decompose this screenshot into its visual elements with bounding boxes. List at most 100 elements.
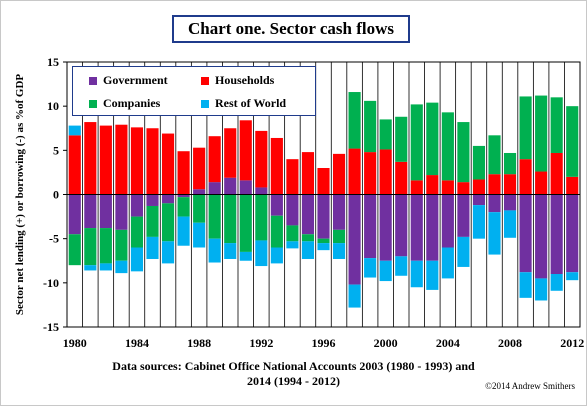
bar-companies-1998 bbox=[348, 92, 361, 149]
x-tick-label: 1992 bbox=[249, 336, 273, 350]
legend: Government Households Companies Rest of … bbox=[72, 66, 316, 116]
bar-companies-1983 bbox=[115, 229, 128, 261]
bar-companies-1995 bbox=[301, 234, 315, 242]
source-note-line-2: 2014 (1994 - 2012) bbox=[247, 374, 340, 388]
chart-title: Chart one. Sector cash flows bbox=[187, 19, 395, 38]
bar-companies-2003 bbox=[426, 102, 439, 176]
bar-rest-of-world-1991 bbox=[239, 251, 252, 261]
bar-government-1981 bbox=[84, 194, 97, 229]
bar-companies-1987 bbox=[177, 197, 190, 217]
bar-households-1982 bbox=[99, 125, 112, 195]
legend-label-companies: Companies bbox=[103, 96, 161, 110]
bar-rest-of-world-2000 bbox=[379, 260, 392, 282]
bar-companies-1981 bbox=[84, 228, 97, 266]
bar-rest-of-world-1982 bbox=[99, 263, 112, 271]
bar-rest-of-world-2012 bbox=[566, 272, 579, 281]
bar-households-1997 bbox=[332, 153, 346, 195]
bar-companies-1999 bbox=[364, 100, 377, 153]
bar-rest-of-world-2004 bbox=[441, 247, 454, 279]
bar-companies-1988 bbox=[193, 194, 206, 223]
bar-companies-2000 bbox=[379, 119, 392, 150]
bar-companies-1992 bbox=[255, 194, 268, 241]
bar-companies-1994 bbox=[286, 225, 299, 242]
bar-companies-2004 bbox=[441, 112, 454, 181]
bar-government-1988 bbox=[193, 189, 206, 195]
bar-rest-of-world-2005 bbox=[457, 236, 470, 267]
bar-households-2002 bbox=[410, 180, 423, 195]
bar-companies-1993 bbox=[270, 215, 283, 248]
bar-companies-2005 bbox=[457, 122, 470, 183]
bar-households-2003 bbox=[426, 175, 439, 195]
legend-swatch-households bbox=[201, 76, 209, 85]
bar-rest-of-world-1987 bbox=[177, 216, 190, 246]
bar-households-1998 bbox=[348, 148, 361, 195]
legend-label-government: Government bbox=[103, 73, 168, 87]
x-tick-label: 2008 bbox=[498, 336, 522, 350]
y-axis-title: Sector net lending (+) or borrowing (-) … bbox=[14, 74, 26, 316]
bar-government-1986 bbox=[161, 194, 175, 204]
source-note-line-1: Data sources: Cabinet Office National Ac… bbox=[112, 359, 475, 373]
bar-government-1993 bbox=[270, 194, 283, 216]
bar-government-1992 bbox=[255, 187, 268, 195]
bar-government-2010 bbox=[535, 194, 548, 279]
bar-government-2008 bbox=[503, 194, 517, 211]
bar-rest-of-world-1992 bbox=[255, 240, 268, 267]
x-tick-label: 1996 bbox=[312, 336, 336, 350]
y-tick-label: 10 bbox=[47, 99, 59, 113]
bar-households-2006 bbox=[472, 179, 486, 195]
y-tick-label: 0 bbox=[53, 188, 59, 202]
bar-government-2012 bbox=[566, 194, 579, 273]
bar-companies-1985 bbox=[146, 205, 159, 237]
bar-rest-of-world-1999 bbox=[364, 258, 377, 278]
bar-government-2009 bbox=[519, 194, 532, 273]
bar-households-1984 bbox=[130, 127, 144, 195]
legend-item-households: Households bbox=[201, 73, 274, 88]
bar-companies-1989 bbox=[208, 194, 221, 239]
bar-households-1992 bbox=[255, 130, 268, 188]
bar-government-1985 bbox=[146, 194, 159, 206]
bar-government-1990 bbox=[224, 177, 237, 195]
bar-rest-of-world-1984 bbox=[130, 247, 144, 272]
legend-item-rest-of-world: Rest of World bbox=[201, 96, 286, 111]
bar-government-2001 bbox=[395, 194, 408, 257]
bar-rest-of-world-2006 bbox=[472, 205, 486, 239]
bar-households-1996 bbox=[317, 168, 330, 195]
bar-companies-1984 bbox=[130, 216, 144, 248]
legend-swatch-companies bbox=[89, 99, 97, 108]
bar-households-1986 bbox=[161, 133, 175, 195]
bar-companies-2007 bbox=[488, 135, 501, 175]
x-tick-label: 2004 bbox=[436, 336, 460, 350]
bar-companies-1980 bbox=[68, 234, 81, 266]
bar-government-1999 bbox=[364, 194, 377, 259]
legend-item-government: Government bbox=[89, 73, 168, 88]
bar-companies-2008 bbox=[503, 152, 517, 175]
bar-rest-of-world-2007 bbox=[488, 212, 501, 255]
bar-households-1999 bbox=[364, 152, 377, 195]
y-tick-label: -5 bbox=[49, 232, 59, 246]
bar-rest-of-world-1990 bbox=[224, 243, 237, 259]
legend-item-companies: Companies bbox=[89, 96, 160, 111]
bar-government-2005 bbox=[457, 194, 470, 237]
bar-companies-1986 bbox=[161, 203, 175, 242]
bar-companies-2001 bbox=[395, 116, 408, 162]
bar-government-1996 bbox=[317, 194, 330, 239]
bar-companies-2012 bbox=[566, 106, 579, 177]
bar-companies-1996 bbox=[317, 238, 330, 244]
x-tick-label: 2000 bbox=[374, 336, 398, 350]
bar-rest-of-world-1988 bbox=[193, 222, 206, 248]
bar-government-2004 bbox=[441, 194, 454, 248]
x-tick-label: 1984 bbox=[125, 336, 149, 350]
bar-households-2008 bbox=[503, 174, 517, 195]
bar-government-1998 bbox=[348, 194, 361, 285]
y-tick-label: 15 bbox=[47, 55, 59, 69]
bar-households-2007 bbox=[488, 174, 501, 195]
bar-rest-of-world-1980 bbox=[68, 125, 81, 136]
bar-government-2011 bbox=[550, 194, 563, 274]
bar-rest-of-world-1994 bbox=[286, 241, 299, 249]
legend-label-rest-of-world: Rest of World bbox=[215, 96, 287, 110]
bar-companies-1991 bbox=[239, 194, 252, 252]
chart-title-box: Chart one. Sector cash flows bbox=[172, 15, 410, 43]
legend-swatch-government bbox=[89, 76, 97, 85]
bar-companies-1997 bbox=[332, 229, 346, 244]
